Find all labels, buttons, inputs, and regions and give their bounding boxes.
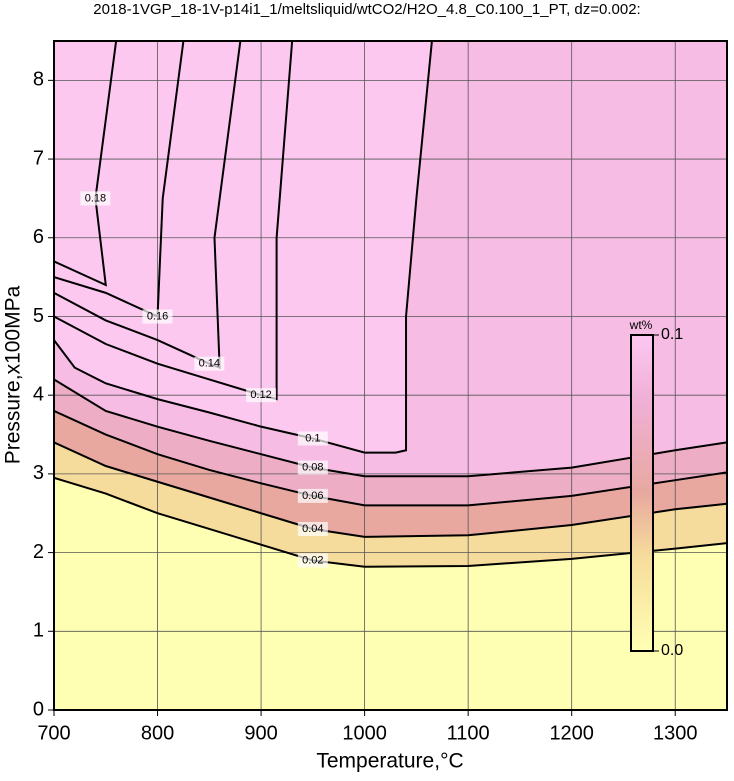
x-tick-label: 800 xyxy=(141,722,174,744)
y-axis-label: Pressure,x100MPa xyxy=(2,285,25,464)
y-tick-label: 5 xyxy=(33,305,44,327)
y-tick-label: 8 xyxy=(33,69,44,91)
colorbar-tick-label: 0.0 xyxy=(661,642,683,659)
contour-label-bg xyxy=(297,553,328,568)
contour-label: 0.06 xyxy=(302,490,323,502)
y-tick-label: 6 xyxy=(33,226,44,248)
contour-label: 0.16 xyxy=(147,310,168,322)
contour-label: 0.02 xyxy=(302,554,323,566)
y-tick-label: 2 xyxy=(33,541,44,563)
x-tick-label: 1100 xyxy=(447,722,490,744)
contour-fill xyxy=(54,41,117,285)
x-tick-label: 700 xyxy=(37,722,70,744)
contour-line xyxy=(54,41,118,287)
y-tick-label: 1 xyxy=(33,620,44,642)
y-tick-label: 7 xyxy=(33,147,44,169)
colorbar-title: wt% xyxy=(629,318,653,332)
contour-label-bg xyxy=(194,356,225,371)
contour-label-bg xyxy=(80,191,111,206)
y-tick-label: 3 xyxy=(33,462,44,484)
contour-label: 0.08 xyxy=(302,461,323,473)
contour-lines: 0.02 0.04 0.06 0.08 0.1 0.12 0.14 0.16 0.18 xyxy=(54,41,727,568)
contour-line xyxy=(54,41,294,401)
x-tick-label: 1000 xyxy=(342,722,387,744)
x-tick-label: 1300 xyxy=(653,722,698,744)
contour-label: 0.14 xyxy=(199,358,220,370)
x-tick-label: 1200 xyxy=(549,722,594,744)
contour-label: 0.18 xyxy=(85,192,106,204)
x-axis-label: Temperature,°C xyxy=(316,750,463,773)
contour-fills xyxy=(54,41,727,710)
contour-label-bg xyxy=(142,309,173,324)
contour-label-bg xyxy=(297,460,328,475)
plot-frame xyxy=(53,40,728,711)
contour-label-bg xyxy=(297,431,328,446)
contour-label: 0.04 xyxy=(302,523,323,535)
colorbar-tick-label: 0.1 xyxy=(661,326,683,343)
colorbar xyxy=(630,334,654,652)
contour-label: 0.12 xyxy=(250,389,271,401)
contour-label-bg xyxy=(297,521,328,536)
contour-label-bg xyxy=(297,488,328,503)
y-tick-label: 4 xyxy=(33,383,44,405)
x-tick-label: 900 xyxy=(244,722,277,744)
contour-label-bg xyxy=(246,388,277,403)
contour-label: 0.1 xyxy=(305,432,320,444)
chart-title: 2018-1VGP_18-1V-p14i1_1/meltsliquid/wtCO… xyxy=(93,1,640,18)
y-tick-label: 0 xyxy=(33,698,44,720)
